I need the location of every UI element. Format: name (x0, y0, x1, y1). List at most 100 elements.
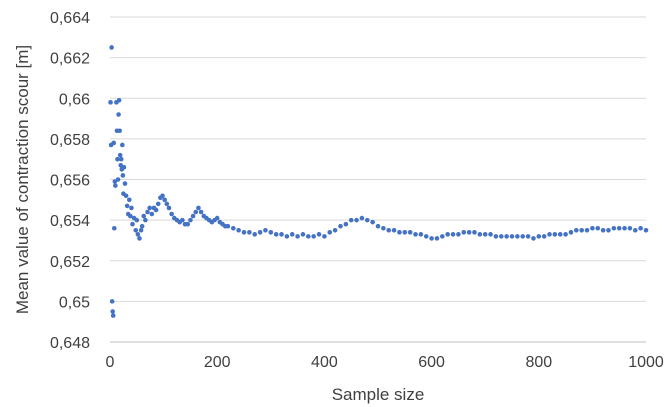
data-point (149, 211, 155, 217)
data-point (145, 209, 150, 215)
data-point (289, 232, 295, 237)
data-point (466, 230, 472, 235)
data-point (111, 140, 117, 146)
data-point (584, 227, 590, 233)
data-point (391, 227, 397, 233)
data-point (423, 234, 429, 239)
data-point (139, 223, 145, 229)
data-point (180, 217, 185, 223)
data-point (247, 230, 252, 235)
y-tick-label: 0,654 (50, 213, 90, 230)
data-point (327, 230, 333, 235)
data-point (236, 227, 241, 233)
data-point (193, 209, 199, 215)
data-point (300, 232, 306, 237)
data-point (147, 205, 152, 211)
data-point (129, 205, 134, 211)
data-point (316, 232, 322, 237)
data-point (190, 213, 196, 219)
data-point (110, 309, 115, 314)
x-tick-label: 400 (311, 354, 338, 371)
y-axis-title: Mean value of contraction scour [m] (13, 45, 32, 314)
data-point (116, 97, 122, 103)
data-point (375, 223, 381, 229)
data-point (402, 230, 408, 235)
data-point (434, 236, 440, 241)
y-tick-label: 0,658 (50, 132, 90, 149)
x-tick-label: 600 (418, 354, 445, 371)
data-point (241, 230, 247, 235)
data-point (117, 128, 122, 134)
data-point (563, 232, 568, 237)
data-point (284, 234, 290, 239)
data-point (153, 207, 159, 213)
data-point (311, 234, 316, 239)
data-point (445, 232, 450, 237)
data-point (386, 227, 392, 233)
data-point (120, 142, 125, 148)
data-point (600, 227, 606, 233)
data-point (169, 211, 174, 217)
data-point (252, 232, 258, 237)
data-point (525, 234, 531, 239)
data-point (117, 152, 123, 158)
data-point (595, 225, 601, 231)
data-point (124, 203, 130, 209)
data-point (429, 236, 434, 241)
data-point (632, 227, 638, 233)
data-point (627, 225, 633, 231)
data-point (472, 230, 477, 235)
data-point (322, 234, 327, 239)
data-point (115, 156, 120, 162)
data-point (128, 213, 133, 219)
data-point (162, 197, 167, 203)
data-point (552, 232, 558, 237)
y-tick-label: 0,664 (50, 10, 90, 27)
data-point (364, 217, 370, 223)
data-point (413, 232, 418, 237)
data-point (120, 173, 126, 178)
data-point (214, 215, 220, 221)
y-tick-label: 0,662 (50, 51, 90, 68)
y-tick-label: 0,648 (50, 335, 90, 352)
data-point (230, 225, 236, 231)
data-point (450, 232, 456, 237)
data-point (359, 215, 365, 221)
data-point (456, 232, 461, 237)
x-tick-label: 1000 (628, 354, 664, 371)
data-point (164, 201, 170, 207)
data-point (133, 227, 139, 233)
data-point (115, 177, 121, 182)
x-tick-labels: 0 200 400 600 800 1000 (106, 354, 664, 371)
y-tick-label: 0,65 (59, 294, 90, 311)
gridlines (110, 16, 646, 302)
data-point (418, 232, 424, 237)
data-point (616, 225, 622, 231)
data-point (381, 225, 386, 231)
y-tick-labels: 0,648 0,65 0,652 0,654 0,656 0,658 0,66 0,662 0,… (50, 10, 90, 352)
x-tick-label: 200 (204, 354, 231, 371)
data-point (493, 234, 499, 239)
data-point (295, 234, 300, 239)
data-point (134, 217, 140, 223)
data-point (568, 230, 574, 235)
data-point (111, 225, 117, 231)
data-point (306, 234, 311, 239)
data-point (196, 205, 201, 211)
data-point (113, 183, 118, 188)
data-point (590, 225, 595, 231)
data-point (541, 234, 547, 239)
data-point (638, 225, 643, 231)
data-point (143, 217, 148, 223)
data-points (108, 45, 649, 318)
data-point (118, 156, 124, 162)
data-point (109, 299, 115, 304)
data-point (547, 232, 552, 237)
data-point (188, 217, 193, 223)
data-point (225, 223, 231, 229)
data-point (531, 236, 536, 241)
data-point (515, 234, 520, 239)
data-point (477, 232, 483, 237)
data-point (126, 197, 132, 203)
data-point (509, 234, 515, 239)
